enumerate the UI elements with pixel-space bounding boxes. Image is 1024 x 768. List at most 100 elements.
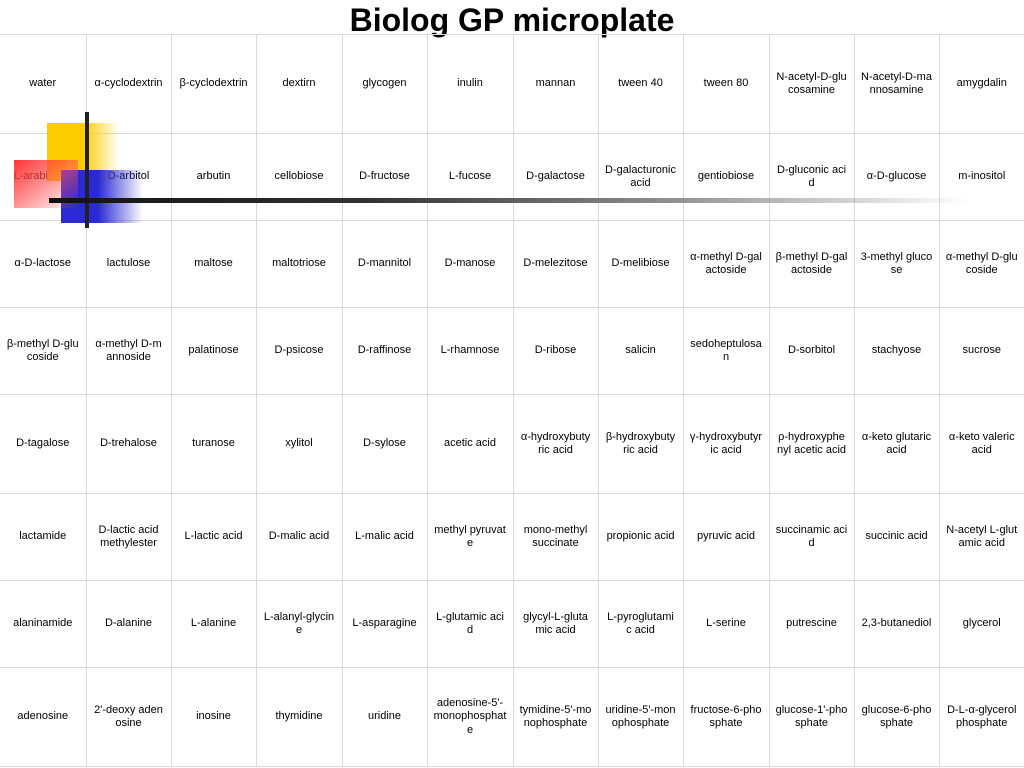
plate-well: L-fucose — [426, 133, 514, 221]
plate-well: α-D-lactose — [0, 220, 87, 308]
plate-well: adenosine — [0, 667, 87, 767]
plate-well: fructose-6-phosphate — [682, 667, 770, 767]
plate-well: dextirn — [255, 34, 343, 134]
plate-well: xylitol — [255, 394, 343, 494]
plate-well: acetic acid — [426, 394, 514, 494]
plate-well: tymidine-5'-monophosphate — [512, 667, 599, 767]
plate-well: putrescine — [768, 580, 855, 668]
plate-well: D-alanine — [85, 580, 172, 668]
plate-well: 2'-deoxy adenosine — [85, 667, 172, 767]
plate-well: α-cyclodextrin — [85, 34, 172, 134]
plate-well: amygdalin — [938, 34, 1024, 134]
plate-well: thymidine — [255, 667, 343, 767]
plate-well: L-rhamnose — [426, 307, 514, 395]
plate-well: α-keto glutaric acid — [853, 394, 940, 494]
plate-well: N-acetyl-D-mannosamine — [853, 34, 940, 134]
plate-well: tween 80 — [682, 34, 770, 134]
plate-row: water α-cyclodextrin β-cyclodextrin dextirn… — [0, 34, 1024, 134]
plate-well: D-psicose — [255, 307, 343, 395]
plate-row: α-D-lactose lactulose maltose maltotriose D-… — [0, 220, 1024, 308]
plate-well: ρ-hydroxyphenyl acetic acid — [768, 394, 855, 494]
plate-well: 2,3-butanediol — [853, 580, 940, 668]
plate-row: adenosine 2'-deoxy adenosine inosine thymid… — [0, 667, 1024, 767]
plate-well: β-methyl D-galactoside — [768, 220, 855, 308]
plate-well: D-melezitose — [512, 220, 599, 308]
plate-well: L-serine — [682, 580, 770, 668]
plate-well: D-ribose — [512, 307, 599, 395]
plate-row: lactamide D-lactic acid methylester L-lact… — [0, 493, 1024, 581]
plate-well: succinic acid — [853, 493, 940, 581]
plate-well: α-D-glucose — [853, 133, 940, 221]
plate-well: β-methyl D-glucoside — [0, 307, 87, 395]
plate-well: mannan — [512, 34, 599, 134]
plate-row: D-tagalose D-trehalose turanose xylitol D-sy… — [0, 394, 1024, 494]
plate-well: uridine-5'-monophosphate — [597, 667, 684, 767]
plate-well: L-asparagine — [341, 580, 428, 668]
plate-well: γ-hydroxybutyric acid — [682, 394, 770, 494]
plate-well: D-sorbitol — [768, 307, 855, 395]
plate-well: N-acetyl-D-glucosamine — [768, 34, 855, 134]
plate-well: β-cyclodextrin — [170, 34, 257, 134]
plate-well: D-melibiose — [597, 220, 684, 308]
plate-well: propionic acid — [597, 493, 684, 581]
plate-well: D-galacturonic acid — [597, 133, 684, 221]
plate-well: L-lactic acid — [170, 493, 257, 581]
plate-well: gentiobiose — [682, 133, 770, 221]
plate-well: D-galactose — [512, 133, 599, 221]
plate-well: lactulose — [85, 220, 172, 308]
plate-well: glucose-6-phosphate — [853, 667, 940, 767]
plate-well: D-sylose — [341, 394, 428, 494]
plate-well: D-raffinose — [341, 307, 428, 395]
plate-well: pyruvic acid — [682, 493, 770, 581]
plate-well: arbutin — [170, 133, 257, 221]
plate-well: L-alanyl-glycine — [255, 580, 343, 668]
plate-well: D-trehalose — [85, 394, 172, 494]
plate-well: glycerol — [938, 580, 1024, 668]
plate-well: D-manose — [426, 220, 514, 308]
plate-well: succinamic acid — [768, 493, 855, 581]
plate-well: L-malic acid — [341, 493, 428, 581]
plate-well: turanose — [170, 394, 257, 494]
plate-well: maltotriose — [255, 220, 343, 308]
plate-well: D-gluconic acid — [768, 133, 855, 221]
plate-row: L-arabinose D-arbitol arbutin cellobiose D-f… — [0, 133, 1024, 221]
plate-well: L-glutamic acid — [426, 580, 514, 668]
plate-well: inosine — [170, 667, 257, 767]
plate-row: alaninamide D-alanine L-alanine L-alanyl-gl… — [0, 580, 1024, 668]
plate-well: α-methyl D-galactoside — [682, 220, 770, 308]
plate-well: mono-methyl succinate — [512, 493, 599, 581]
plate-well: m-inositol — [938, 133, 1024, 221]
plate-well: sucrose — [938, 307, 1024, 395]
plate-well: methyl pyruvate — [426, 493, 514, 581]
plate-well: α-keto valeric acid — [938, 394, 1024, 494]
plate-well: adenosine-5'-monophosphate — [426, 667, 514, 767]
plate-well: α-hydroxybutyric acid — [512, 394, 599, 494]
plate-well: inulin — [426, 34, 514, 134]
plate-well: 3-methyl glucose — [853, 220, 940, 308]
plate-well: α-methyl D-glucoside — [938, 220, 1024, 308]
plate-well: D-malic acid — [255, 493, 343, 581]
plate-well: D-lactic acid methylester — [85, 493, 172, 581]
plate-well: N-acetyl L-glutamic acid — [938, 493, 1024, 581]
plate-well: tween 40 — [597, 34, 684, 134]
plate-well: D-tagalose — [0, 394, 87, 494]
plate-well: D-mannitol — [341, 220, 428, 308]
plate-well: glycyl-L-glutamic acid — [512, 580, 599, 668]
plate-well: salicin — [597, 307, 684, 395]
plate-well: uridine — [341, 667, 428, 767]
plate-well: glycogen — [341, 34, 428, 134]
plate-well: β-hydroxybutyric acid — [597, 394, 684, 494]
plate-well: L-arabinose — [0, 133, 87, 221]
plate-well: D-fructose — [341, 133, 428, 221]
plate-well: cellobiose — [255, 133, 343, 221]
plate-well: L-pyroglutamic acid — [597, 580, 684, 668]
plate-well: lactamide — [0, 493, 87, 581]
plate-well: glucose-1'-phosphate — [768, 667, 855, 767]
plate-row: β-methyl D-glucoside α-methyl D-mannoside… — [0, 307, 1024, 395]
page-title: Biolog GP microplate — [349, 2, 675, 38]
plate-well: D-L-α-glycerol phosphate — [938, 667, 1024, 767]
plate-well: maltose — [170, 220, 257, 308]
plate-well: palatinose — [170, 307, 257, 395]
plate-well: stachyose — [853, 307, 940, 395]
